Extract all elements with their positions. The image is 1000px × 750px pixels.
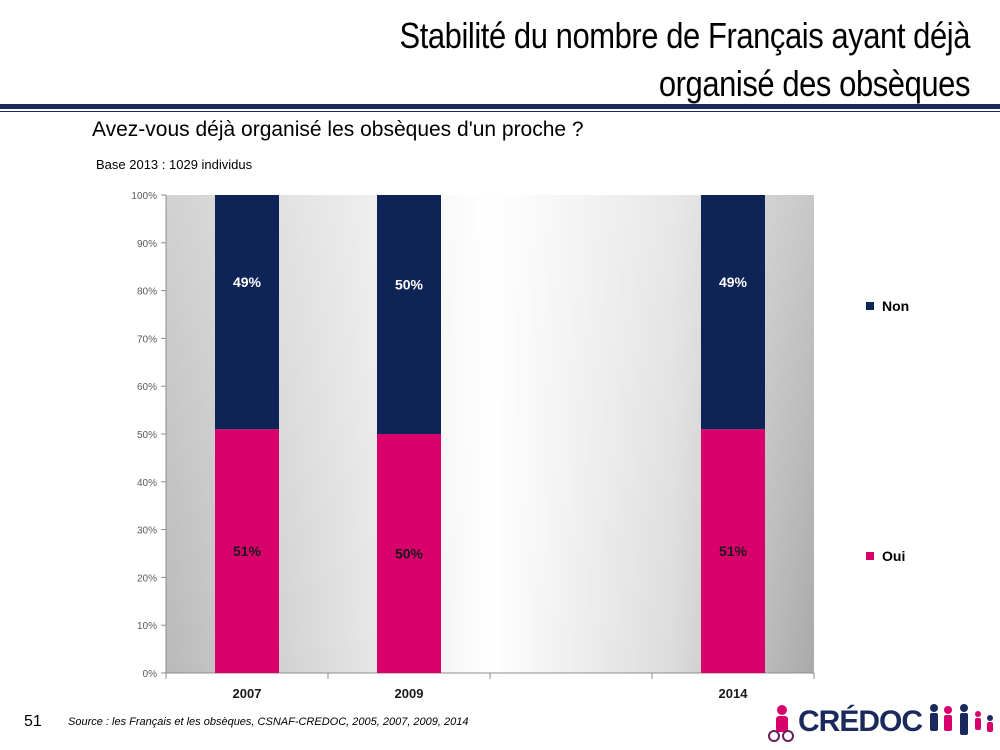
bar-oui-2014 xyxy=(701,429,765,673)
legend-item-oui: Oui xyxy=(866,548,905,564)
legend-label-oui: Oui xyxy=(882,548,906,564)
legend-swatch-non xyxy=(866,302,874,310)
logo-wordmark: CRÉDOC xyxy=(798,705,923,738)
data-label-non-2014: 49% xyxy=(719,274,748,290)
y-tick-label: 60% xyxy=(137,382,157,393)
legend-item-non: Non xyxy=(866,298,909,314)
survey-question: Avez-vous déjà organisé les obsèques d'u… xyxy=(92,118,584,141)
x-tick-label-2007: 2007 xyxy=(233,686,262,701)
header-rule-thin xyxy=(0,111,1000,112)
people-pictogram-icon xyxy=(930,704,994,735)
y-tick-label: 50% xyxy=(137,430,157,441)
slide-title: Stabilité du nombre de Français ayant dé… xyxy=(162,12,970,108)
legend-swatch-oui xyxy=(866,552,874,560)
page-number: 51 xyxy=(24,713,42,730)
y-tick-label: 70% xyxy=(137,334,157,345)
y-tick-label: 20% xyxy=(137,573,157,584)
header-rule-thick xyxy=(0,104,1000,109)
bar-oui-2009 xyxy=(377,434,441,673)
bar-non-2009 xyxy=(377,195,441,434)
y-tick-label: 90% xyxy=(137,239,157,250)
data-label-non-2009: 50% xyxy=(395,277,424,293)
data-label-oui-2014: 51% xyxy=(719,543,748,559)
y-tick-label: 0% xyxy=(143,669,158,680)
credoc-logo: CRÉDOC xyxy=(766,700,996,744)
y-tick-label: 40% xyxy=(137,478,157,489)
source-note: Source : les Français et les obsèques, C… xyxy=(68,716,469,728)
y-tick-label: 10% xyxy=(137,621,157,632)
bar-non-2014 xyxy=(701,195,765,430)
slide-title-line-1: Stabilité du nombre de Français ayant dé… xyxy=(399,15,971,56)
bar-non-2007 xyxy=(215,195,279,430)
y-tick-label: 80% xyxy=(137,287,157,298)
x-tick-label-2009: 2009 xyxy=(395,686,424,701)
data-label-oui-2007: 51% xyxy=(233,543,262,559)
legend-label-non: Non xyxy=(882,298,910,314)
data-label-non-2007: 49% xyxy=(233,274,262,290)
x-tick-label-2014: 2014 xyxy=(719,686,749,701)
y-tick-label: 30% xyxy=(137,526,157,537)
slide-title-line-2: organisé des obsèques xyxy=(658,63,971,104)
base-note: Base 2013 : 1029 individus xyxy=(96,157,253,172)
data-label-oui-2009: 50% xyxy=(395,546,424,562)
y-tick-label: 100% xyxy=(131,191,157,202)
bar-oui-2007 xyxy=(215,429,279,673)
family-pictogram-icon xyxy=(768,705,794,742)
